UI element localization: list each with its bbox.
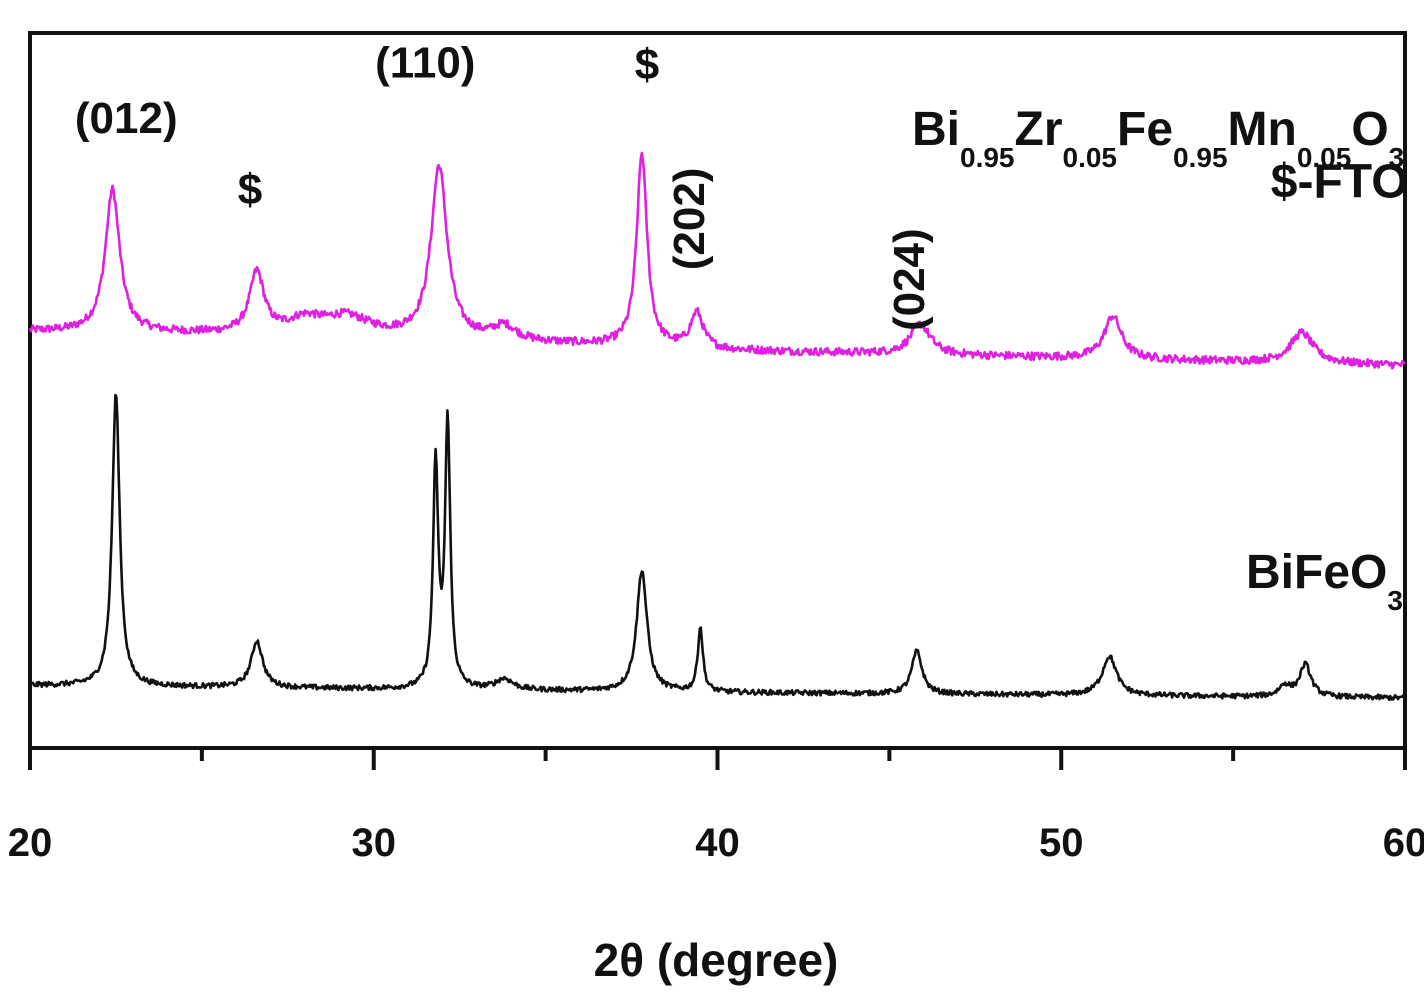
series-label-bifeo3: BiFeO3 bbox=[1246, 546, 1403, 616]
fto-peak-marker: $ bbox=[238, 166, 262, 215]
series-label-bizrfemn: Bi0.95Zr0.05Fe0.95Mn0.05O3 bbox=[912, 103, 1404, 173]
peak-index-label: (110) bbox=[375, 39, 475, 88]
x-tick-label: 40 bbox=[695, 821, 740, 865]
x-tick-label: 20 bbox=[8, 821, 53, 865]
fto-peak-marker: $ bbox=[635, 40, 659, 89]
series-line-bizrfemn bbox=[28, 151, 1406, 370]
peak-index-label: (024) bbox=[885, 228, 934, 331]
x-tick-label: 30 bbox=[352, 821, 397, 865]
series-line-bifeo3 bbox=[28, 393, 1406, 702]
x-tick-label: 50 bbox=[1039, 821, 1084, 865]
series-layer bbox=[28, 151, 1406, 702]
x-axis: 20 30 40 50 60 bbox=[8, 748, 1424, 865]
peak-index-label: (012) bbox=[75, 94, 178, 143]
annotation-layer: Bi0.95Zr0.05Fe0.95Mn0.05O3 BiFeO3 (012) $ (1… bbox=[75, 39, 1409, 616]
peak-index-label: (202) bbox=[665, 168, 714, 271]
x-axis-title: 2θ (degree) bbox=[594, 934, 839, 986]
plot-frame bbox=[28, 31, 1407, 750]
fto-label: $-FTO bbox=[1271, 155, 1409, 208]
plot-border bbox=[28, 31, 1407, 750]
x-tick-label: 60 bbox=[1383, 821, 1424, 865]
